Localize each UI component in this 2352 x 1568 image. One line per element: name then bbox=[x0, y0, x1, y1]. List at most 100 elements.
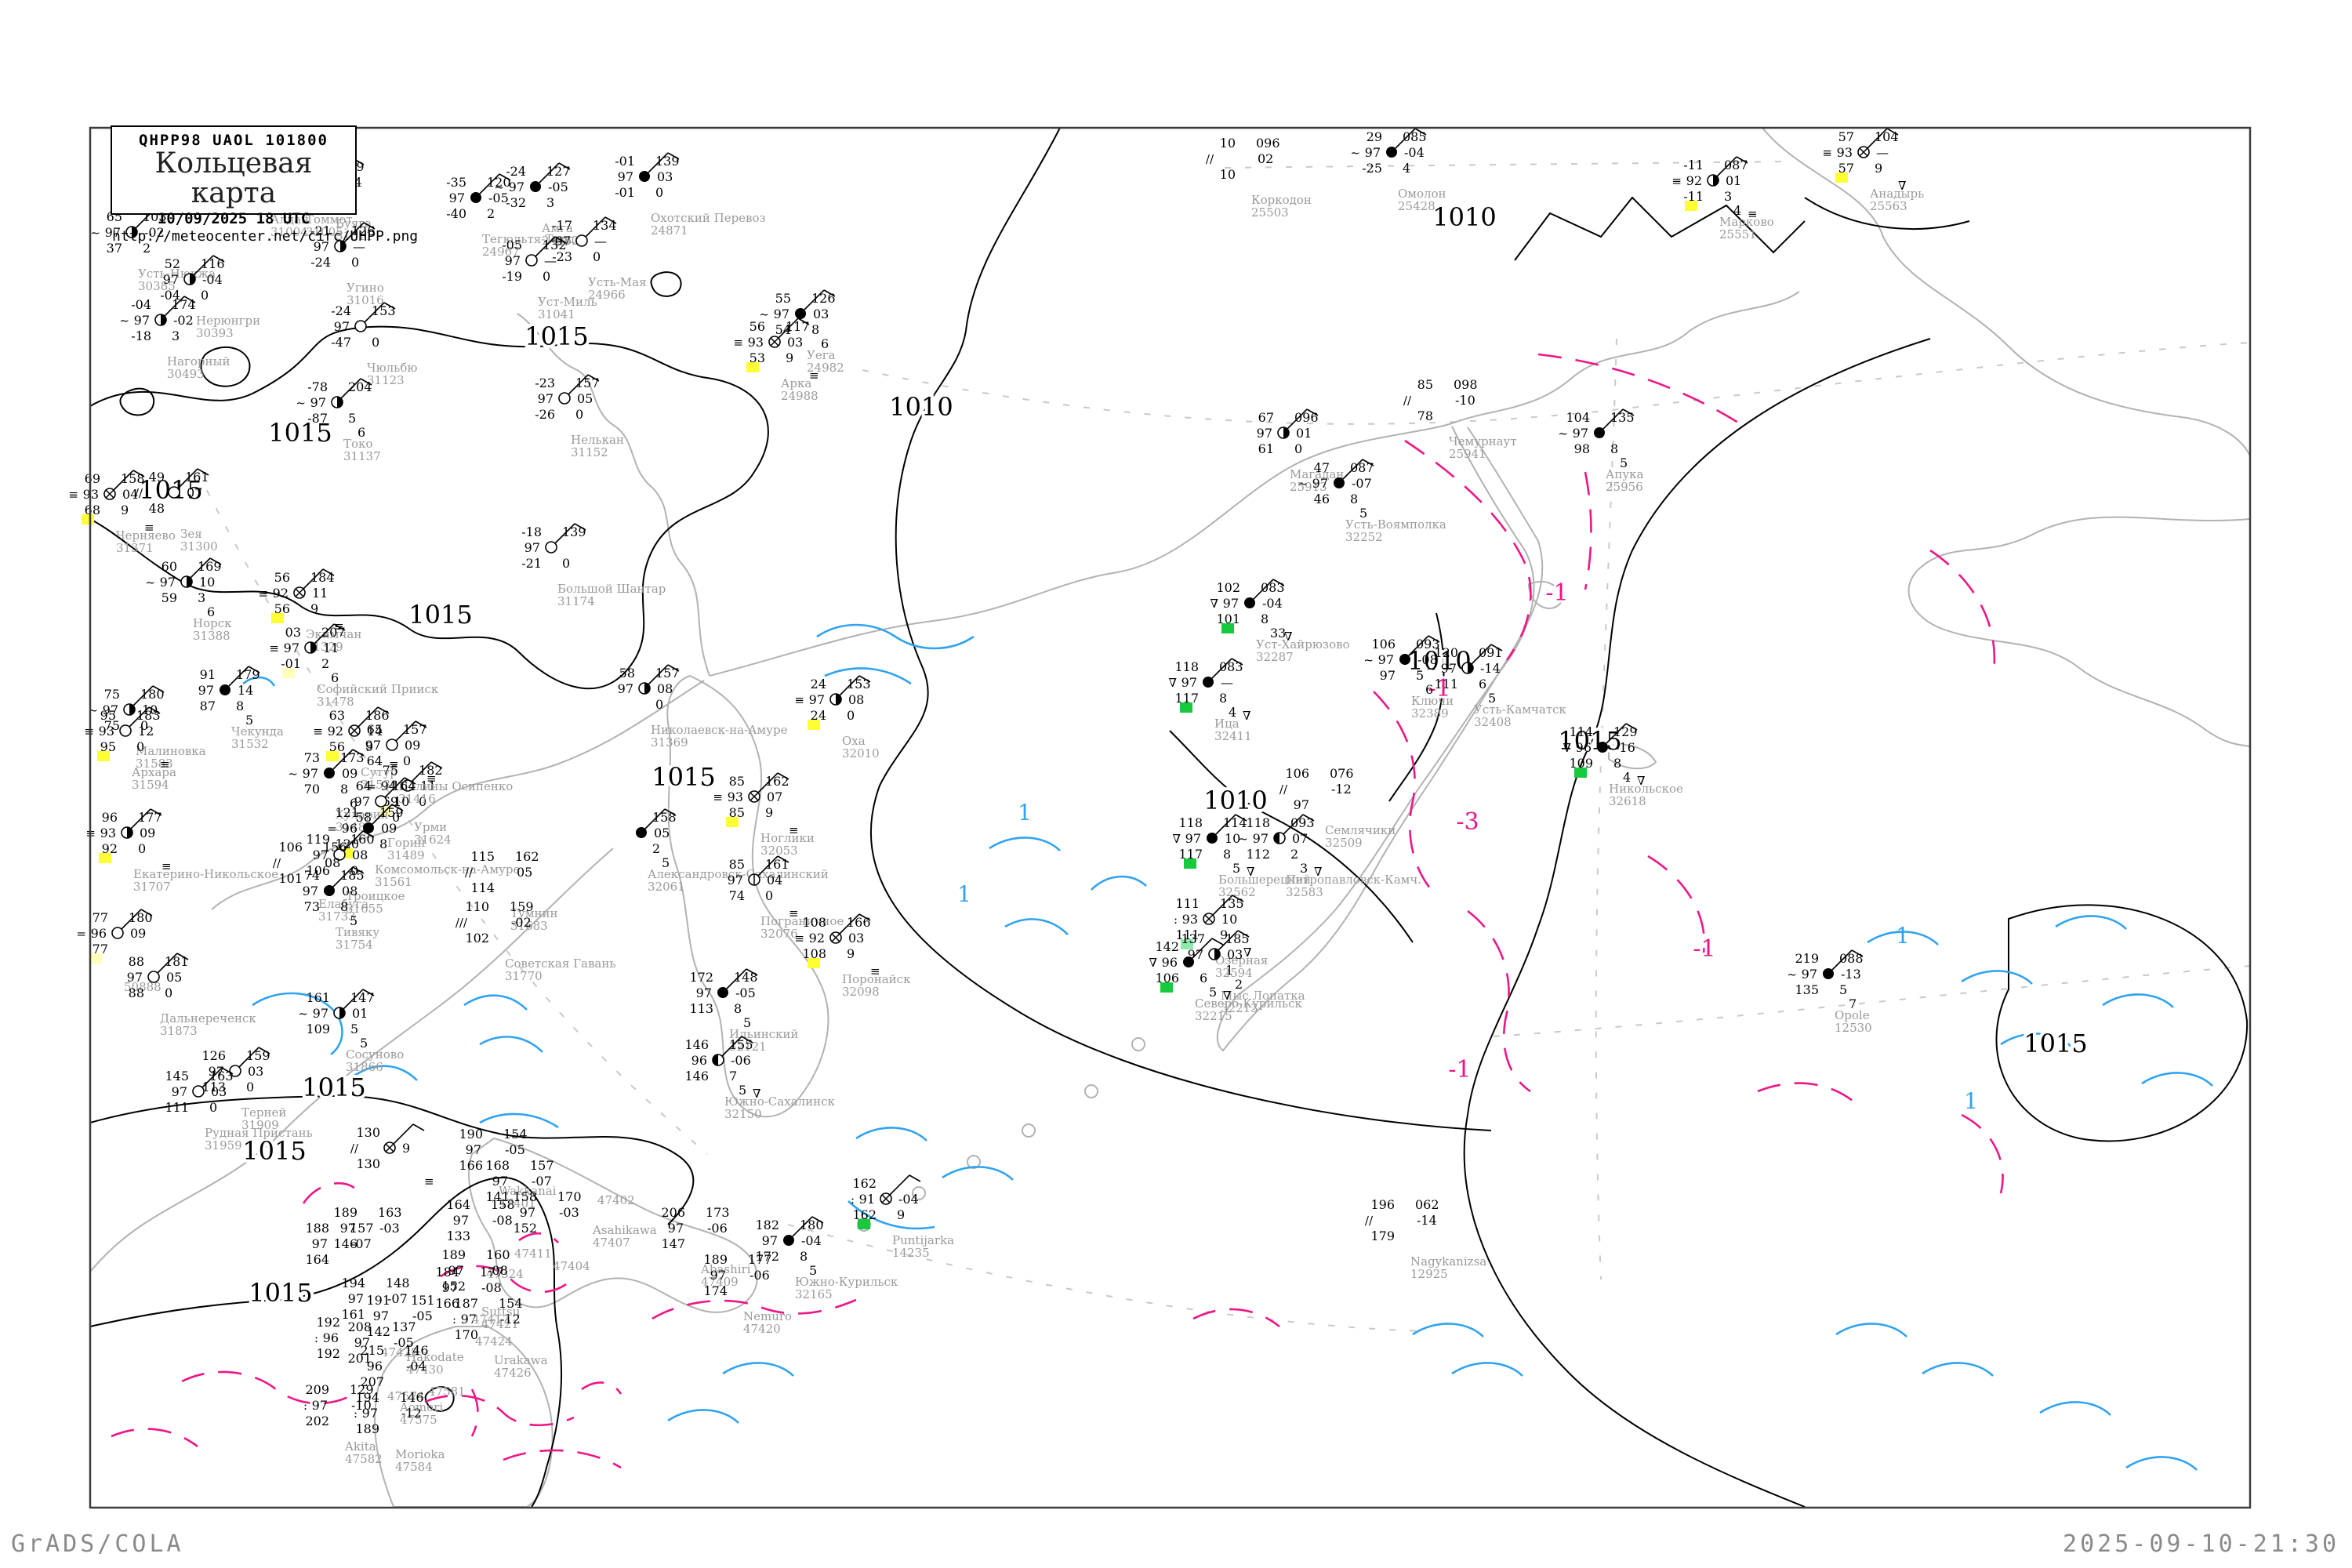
map-text: 102 bbox=[465, 931, 489, 946]
map-text: 8 bbox=[236, 699, 244, 713]
isobar-label: 1015 bbox=[242, 1136, 306, 1166]
map-text: 154 bbox=[503, 1127, 528, 1142]
map-text: 04 bbox=[122, 487, 138, 502]
map-text: — bbox=[594, 234, 607, 249]
wind-barb bbox=[384, 777, 405, 798]
station-id: 47428 bbox=[381, 1345, 419, 1359]
map-text: 85 bbox=[729, 857, 745, 872]
map-text: 97 bbox=[303, 766, 318, 781]
wind-barb bbox=[585, 216, 606, 238]
station-flag-square bbox=[1221, 623, 1234, 633]
map-text: 96 bbox=[1576, 740, 1592, 755]
station-id: 31152 bbox=[571, 445, 608, 459]
station-name: Екатерино-Никольское bbox=[133, 867, 278, 881]
map-text: ≡ bbox=[313, 724, 323, 739]
station-name: Дальнереченск bbox=[160, 1011, 256, 1025]
isobar-label: 1010 bbox=[1203, 786, 1267, 815]
map-text: 148 bbox=[734, 970, 758, 985]
map-text: 5 bbox=[1232, 861, 1240, 876]
map-text: ≡ bbox=[1748, 207, 1758, 221]
wind-barb bbox=[130, 808, 151, 829]
map-text: 97 bbox=[1573, 426, 1588, 441]
map-text: 92 bbox=[102, 841, 118, 856]
map-text: 194 bbox=[355, 1390, 379, 1405]
station-name: Поронайск bbox=[842, 972, 911, 986]
map-text: — bbox=[353, 239, 365, 254]
source-url: http://meteocenter.net/circ/UHPP.png bbox=[112, 228, 419, 245]
map-text: ~ bbox=[288, 767, 298, 781]
station-name: Ноглики bbox=[760, 831, 815, 845]
map-text: ≡ bbox=[160, 757, 170, 771]
station-id: 31300 bbox=[180, 539, 218, 554]
map-text: 10 bbox=[394, 794, 409, 809]
station-id: 47582 bbox=[345, 1452, 383, 1466]
map-text: 97 bbox=[334, 319, 350, 334]
map-text: 155 bbox=[729, 1037, 753, 1052]
map-text: -07 bbox=[387, 1291, 408, 1306]
map-text: 145 bbox=[165, 1069, 189, 1083]
station-name: Уст-Миль bbox=[538, 295, 597, 309]
map-text: 111 bbox=[1175, 927, 1200, 942]
map-text: 97 bbox=[284, 641, 299, 655]
map-text: 5 bbox=[1620, 456, 1628, 470]
station-name: Марково bbox=[1719, 215, 1774, 229]
map-text: 96 bbox=[1162, 955, 1178, 970]
station-symbol-filled bbox=[1597, 742, 1608, 753]
station-flag-square bbox=[746, 362, 759, 372]
map-text: ≡ bbox=[162, 859, 172, 873]
station-name: Арка bbox=[781, 376, 811, 390]
map-text: 97 bbox=[134, 313, 150, 328]
map-text: 192 bbox=[316, 1346, 340, 1361]
map-text: 146 bbox=[405, 1343, 429, 1358]
map-text: 53 bbox=[750, 350, 765, 365]
map-text: 0 bbox=[209, 1100, 217, 1115]
map-text: 09 bbox=[342, 766, 358, 781]
map-text: 196 bbox=[1370, 1197, 1395, 1212]
map-text: 97 bbox=[555, 234, 571, 249]
map-text: 126 bbox=[351, 223, 376, 238]
map-text: 0 bbox=[350, 863, 358, 878]
map-text: 97 bbox=[492, 1174, 508, 1189]
station-id: 31733 bbox=[318, 909, 356, 924]
map-text: -12 bbox=[500, 1312, 521, 1327]
map-text: 0 bbox=[765, 888, 773, 903]
station-name: Усть-Нюкжа bbox=[138, 267, 216, 281]
map-text: 192 bbox=[316, 1315, 340, 1330]
map-text: -04 bbox=[160, 288, 180, 303]
map-text: -05 bbox=[548, 180, 568, 194]
station-symbol-filled bbox=[1399, 654, 1410, 665]
map-text: 104 bbox=[1566, 410, 1590, 425]
map-text: 91 bbox=[200, 667, 216, 682]
map-text: 146 bbox=[333, 1236, 358, 1251]
station-name: Терней bbox=[241, 1105, 286, 1120]
map-text: 10 bbox=[1220, 136, 1236, 151]
map-text: -16 bbox=[1615, 740, 1635, 755]
map-text: 60 bbox=[162, 559, 177, 574]
map-text: 96 bbox=[342, 821, 358, 836]
station-flag-square bbox=[1184, 858, 1196, 869]
station-name: Северо-Курильск bbox=[1195, 996, 1303, 1011]
map-text: -19 bbox=[502, 269, 522, 284]
station-symbol bbox=[558, 392, 571, 405]
map-text: 88 bbox=[129, 954, 144, 969]
wind-barb bbox=[535, 236, 556, 257]
map-text: 97 bbox=[362, 1406, 378, 1421]
map-text: 0 bbox=[562, 556, 570, 571]
map-text: -40 bbox=[446, 206, 466, 221]
station-name: Aomori bbox=[399, 1400, 443, 1414]
map-text: 03 bbox=[211, 1084, 227, 1099]
map-text: 97 bbox=[618, 681, 633, 696]
